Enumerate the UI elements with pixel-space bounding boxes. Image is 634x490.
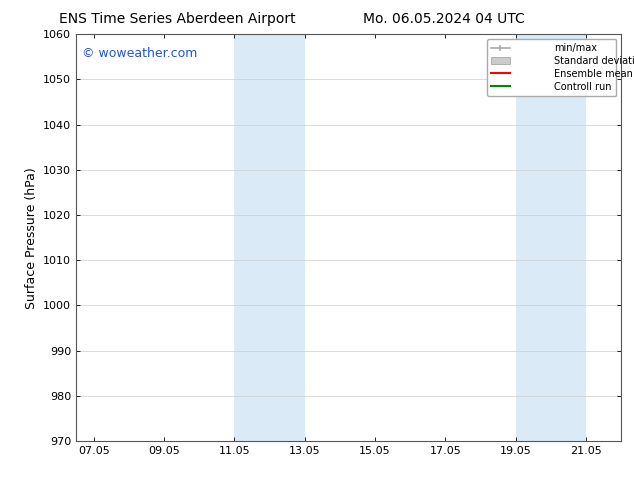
Text: ENS Time Series Aberdeen Airport: ENS Time Series Aberdeen Airport [59,12,296,26]
Bar [235,34,305,441]
Legend: min/max, Standard deviation, Ensemble mean run, Controll run: min/max, Standard deviation, Ensemble me… [487,39,616,96]
Text: © woweather.com: © woweather.com [82,47,197,59]
Y-axis label: Surface Pressure (hPa): Surface Pressure (hPa) [25,167,37,309]
Text: Mo. 06.05.2024 04 UTC: Mo. 06.05.2024 04 UTC [363,12,525,26]
Bar [516,34,586,441]
